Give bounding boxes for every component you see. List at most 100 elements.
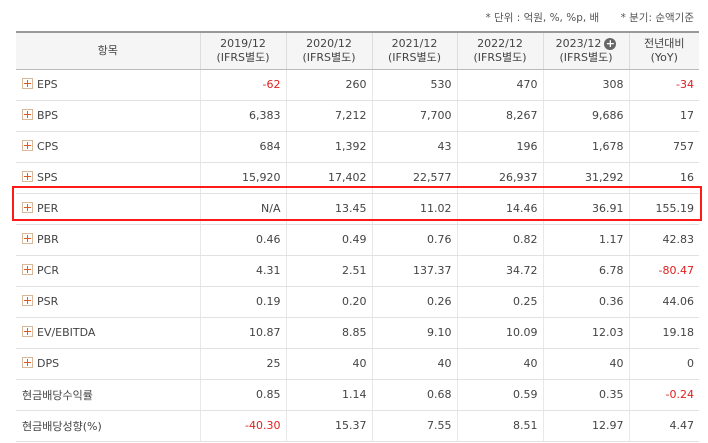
row-label-text: CPS	[37, 140, 59, 153]
value-cell: 15.37	[285, 410, 372, 442]
value-cell: 9,686	[542, 100, 629, 132]
unit-note: * 단위 : 억원, %, %p, 배	[485, 12, 600, 24]
value-cell: 9.10	[371, 317, 457, 349]
value-cell: 12.97	[542, 410, 629, 442]
table-row: EV/EBITDA 10.87 8.85 9.10 10.09 12.03 19.18	[16, 317, 699, 349]
expand-icon[interactable]	[22, 233, 33, 244]
value-cell: 40	[542, 348, 629, 380]
value-cell: 0.68	[371, 379, 457, 411]
row-label[interactable]: CPS	[16, 131, 200, 163]
value-cell: 7.55	[371, 410, 457, 442]
row-label-text: DPS	[37, 357, 60, 370]
table-row: PER N/A 13.45 11.02 14.46 36.91 155.19	[16, 193, 699, 225]
value-cell: 1.17	[542, 224, 629, 256]
value-cell: 36.91	[542, 193, 629, 225]
value-cell: 10.09	[456, 317, 543, 349]
value-cell: 7,212	[285, 100, 372, 132]
value-cell: 40	[285, 348, 372, 380]
row-label: 현금배당성향(%)	[16, 410, 200, 442]
value-cell: 43	[371, 131, 457, 163]
table-row: BPS 6,383 7,212 7,700 8,267 9,686 17	[16, 100, 699, 132]
header-yoy: 전년대비 (YoY)	[628, 31, 699, 70]
header-col: 2021/12 (IFRS별도)	[371, 31, 457, 70]
value-cell: 0.85	[199, 379, 286, 411]
value-cell: 40	[371, 348, 457, 380]
yoy-cell: 44.06	[628, 286, 699, 318]
row-label-text: PCR	[37, 264, 59, 277]
value-cell: 1,678	[542, 131, 629, 163]
row-label-text: 현금배당수익률	[22, 388, 93, 402]
expand-icon[interactable]	[22, 357, 33, 368]
value-cell: 40	[456, 348, 543, 380]
value-cell: 8,267	[456, 100, 543, 132]
expand-icon[interactable]	[22, 295, 33, 306]
value-cell: 2.51	[285, 255, 372, 287]
unit-note-bar: * 단위 : 억원, %, %p, 배 * 분기: 순액기준	[467, 10, 694, 25]
row-label[interactable]: PER	[16, 193, 200, 225]
value-cell: 8.85	[285, 317, 372, 349]
yoy-cell: 17	[628, 100, 699, 132]
row-label[interactable]: EPS	[16, 69, 200, 101]
value-cell: 0.46	[199, 224, 286, 256]
value-cell: 530	[371, 69, 457, 101]
row-label-text: SPS	[37, 171, 58, 184]
expand-icon[interactable]	[22, 264, 33, 275]
header-col: 2023/12 + (IFRS별도)	[542, 31, 629, 70]
yoy-cell: 0	[628, 348, 699, 380]
row-label[interactable]: PBR	[16, 224, 200, 256]
value-cell: 31,292	[542, 162, 629, 194]
yoy-cell: 16	[628, 162, 699, 194]
yoy-cell: -34	[628, 69, 699, 101]
value-cell: 470	[456, 69, 543, 101]
row-label-text: PBR	[37, 233, 59, 246]
row-label-text: PSR	[37, 295, 59, 308]
expand-icon[interactable]	[22, 78, 33, 89]
table-row: EPS -62 260 530 470 308 -34	[16, 69, 699, 101]
value-cell: 0.20	[285, 286, 372, 318]
expand-icon[interactable]	[22, 171, 33, 182]
table-row: 현금배당성향(%) -40.30 15.37 7.55 8.51 12.97 4.47	[16, 410, 699, 442]
row-label[interactable]: PCR	[16, 255, 200, 287]
expand-icon[interactable]	[22, 109, 33, 120]
value-cell: N/A	[199, 193, 286, 225]
value-cell: 308	[542, 69, 629, 101]
yoy-cell: 4.47	[628, 410, 699, 442]
row-label[interactable]: DPS	[16, 348, 200, 380]
row-label[interactable]: PSR	[16, 286, 200, 318]
value-cell: 0.19	[199, 286, 286, 318]
value-cell: 22,577	[371, 162, 457, 194]
table-row: CPS 684 1,392 43 196 1,678 757	[16, 131, 699, 163]
yoy-cell: 757	[628, 131, 699, 163]
value-cell: 7,700	[371, 100, 457, 132]
value-cell: 1,392	[285, 131, 372, 163]
value-cell: 0.36	[542, 286, 629, 318]
table-row: PBR 0.46 0.49 0.76 0.82 1.17 42.83	[16, 224, 699, 256]
value-cell: 260	[285, 69, 372, 101]
row-label-text: PER	[37, 202, 59, 215]
yoy-cell: -80.47	[628, 255, 699, 287]
expand-icon[interactable]	[22, 140, 33, 151]
value-cell: 11.02	[371, 193, 457, 225]
yoy-cell: 42.83	[628, 224, 699, 256]
expand-icon[interactable]	[22, 326, 33, 337]
row-label-text: EV/EBITDA	[37, 326, 96, 339]
row-label[interactable]: SPS	[16, 162, 200, 194]
expand-icon[interactable]	[22, 202, 33, 213]
header-col: 2019/12 (IFRS별도)	[199, 31, 286, 70]
table-header-row: 항목 2019/12 (IFRS별도) 2020/12 (IFRS별도) 2021/…	[16, 31, 699, 70]
plus-circle-icon[interactable]: +	[604, 36, 617, 50]
value-cell: 0.76	[371, 224, 457, 256]
value-cell: 12.03	[542, 317, 629, 349]
table-row: PSR 0.19 0.20 0.26 0.25 0.36 44.06	[16, 286, 699, 318]
value-cell: 13.45	[285, 193, 372, 225]
row-label[interactable]: EV/EBITDA	[16, 317, 200, 349]
value-cell: 4.31	[199, 255, 286, 287]
row-label-text: BPS	[37, 109, 59, 122]
value-cell: 34.72	[456, 255, 543, 287]
value-cell: 14.46	[456, 193, 543, 225]
value-cell: 1.14	[285, 379, 372, 411]
row-label[interactable]: BPS	[16, 100, 200, 132]
row-label-text: EPS	[37, 78, 58, 91]
value-cell: 26,937	[456, 162, 543, 194]
yoy-cell: 155.19	[628, 193, 699, 225]
